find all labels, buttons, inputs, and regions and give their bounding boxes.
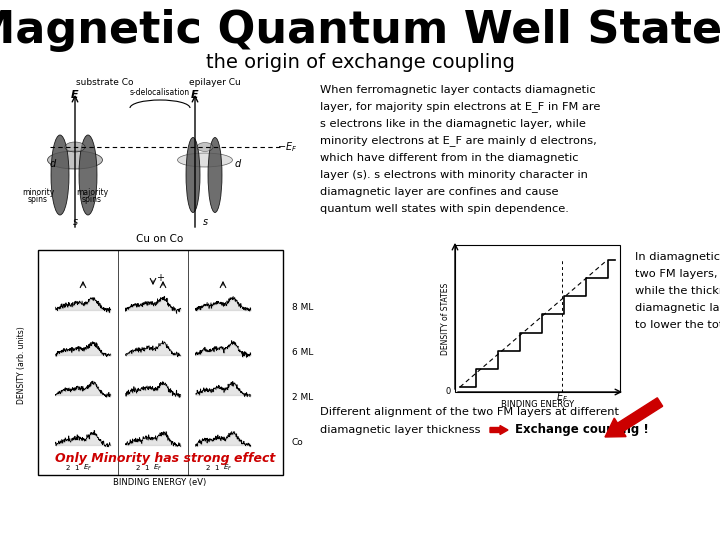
Ellipse shape — [79, 135, 97, 215]
Text: 2 ML: 2 ML — [292, 393, 313, 402]
Text: BINDING ENERGY: BINDING ENERGY — [501, 400, 574, 409]
Text: majority: majority — [76, 188, 108, 197]
Text: two FM layers, DOS changes: two FM layers, DOS changes — [635, 269, 720, 279]
Text: 8 ML: 8 ML — [292, 303, 313, 312]
Text: layer, for majority spin electrons at E_F in FM are: layer, for majority spin electrons at E_… — [320, 102, 600, 112]
Text: Different alignment of the two FM layers at different: Different alignment of the two FM layers… — [320, 407, 619, 417]
Text: quantum well states with spin dependence.: quantum well states with spin dependence… — [320, 204, 569, 214]
Text: spins: spins — [28, 195, 48, 204]
Ellipse shape — [51, 135, 69, 215]
Text: DENSITY of STATES: DENSITY of STATES — [441, 282, 449, 355]
Text: d: d — [50, 159, 56, 169]
Text: DENSITY (arb. units): DENSITY (arb. units) — [17, 326, 27, 404]
Text: diamagnetic layer are confines and cause: diamagnetic layer are confines and cause — [320, 187, 559, 197]
FancyArrow shape — [605, 398, 662, 437]
Ellipse shape — [178, 153, 233, 167]
Ellipse shape — [186, 138, 200, 213]
Text: diamagnetic layer changes,: diamagnetic layer changes, — [635, 303, 720, 313]
Text: Exchange coupling !: Exchange coupling ! — [515, 423, 649, 436]
Bar — [38, 250, 283, 475]
Text: +: + — [156, 273, 164, 283]
Text: Co: Co — [292, 438, 304, 447]
Text: BINDING ENERGY (eV): BINDING ENERGY (eV) — [113, 478, 207, 487]
Text: s-delocalisation: s-delocalisation — [130, 88, 190, 97]
Ellipse shape — [65, 142, 85, 152]
Text: minority electrons at E_F are mainly d electrons,: minority electrons at E_F are mainly d e… — [320, 136, 597, 146]
Text: s: s — [73, 217, 78, 227]
Text: $E_F$: $E_F$ — [556, 390, 568, 404]
Text: to lower the total energy: to lower the total energy — [635, 320, 720, 330]
Text: Cu on Co: Cu on Co — [136, 234, 184, 244]
Text: $-E_F$: $-E_F$ — [277, 140, 297, 154]
Text: 2: 2 — [136, 465, 140, 471]
Text: E: E — [192, 90, 199, 100]
Text: 0: 0 — [446, 388, 451, 396]
Ellipse shape — [197, 143, 213, 152]
Text: Magnetic Quantum Well States: Magnetic Quantum Well States — [0, 9, 720, 51]
Text: the origin of exchange coupling: the origin of exchange coupling — [206, 53, 514, 72]
Text: 2: 2 — [66, 465, 70, 471]
Text: 1: 1 — [73, 465, 78, 471]
Bar — [455, 245, 620, 392]
Text: $E_F$: $E_F$ — [223, 463, 233, 473]
Text: $E_F$: $E_F$ — [153, 463, 163, 473]
Text: substrate Co: substrate Co — [76, 78, 134, 87]
Text: Only Minority has strong effect: Only Minority has strong effect — [55, 452, 275, 465]
Text: 2: 2 — [206, 465, 210, 471]
Ellipse shape — [48, 151, 102, 169]
Text: s electrons like in the diamagnetic layer, while: s electrons like in the diamagnetic laye… — [320, 119, 586, 129]
Text: diamagnetic layer thickness: diamagnetic layer thickness — [320, 425, 484, 435]
Text: while the thickness of: while the thickness of — [635, 286, 720, 296]
Text: 1: 1 — [144, 465, 148, 471]
Text: layer (s). s electrons with minority character in: layer (s). s electrons with minority cha… — [320, 170, 588, 180]
Ellipse shape — [208, 138, 222, 213]
Text: $E_F$: $E_F$ — [84, 463, 93, 473]
FancyArrow shape — [490, 426, 508, 435]
Text: minority: minority — [22, 188, 54, 197]
Text: 1: 1 — [214, 465, 218, 471]
Text: which have different from in the diamagnetic: which have different from in the diamagn… — [320, 153, 578, 163]
Text: epilayer Cu: epilayer Cu — [189, 78, 241, 87]
Text: In diamagnetic layer between: In diamagnetic layer between — [635, 252, 720, 262]
Text: spins: spins — [82, 195, 102, 204]
Text: s: s — [202, 217, 207, 227]
Text: d: d — [235, 159, 241, 169]
Text: E: E — [71, 90, 78, 100]
Text: When ferromagnetic layer contacts diamagnetic: When ferromagnetic layer contacts diamag… — [320, 85, 595, 95]
Text: 6 ML: 6 ML — [292, 348, 313, 357]
